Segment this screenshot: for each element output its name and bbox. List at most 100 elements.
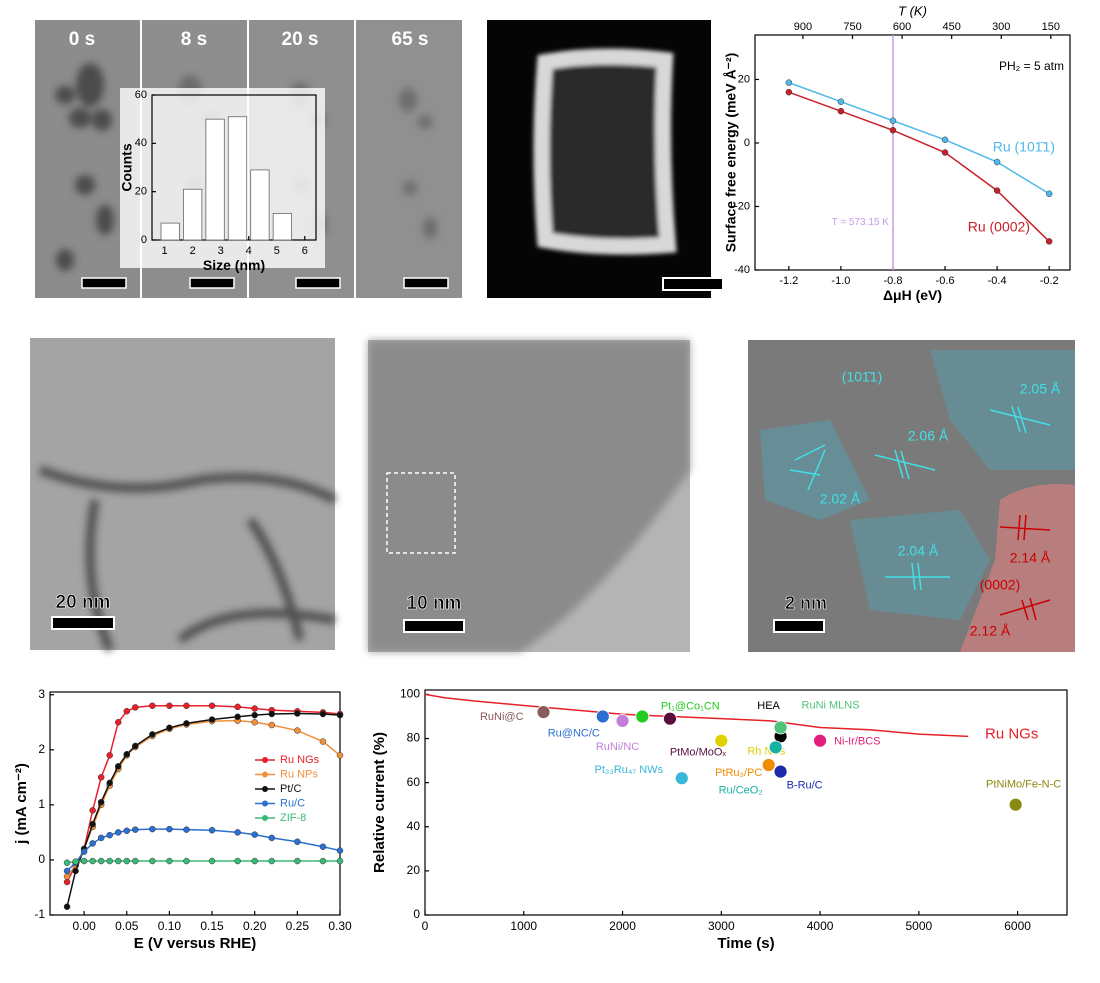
- bar: [250, 169, 270, 241]
- legend-label: ZIF-8: [280, 812, 306, 824]
- lattice-label: 2.14 Å: [1010, 550, 1051, 566]
- marker: [63, 859, 71, 866]
- series-label: Ru (0002): [968, 219, 1030, 235]
- x2-tick-label: 750: [843, 21, 861, 33]
- marker: [123, 827, 131, 835]
- point-label: Ni-Ir/BCS: [834, 736, 880, 748]
- point: [813, 733, 827, 748]
- point-label: RuNi MLNS: [802, 699, 860, 711]
- bar: [205, 118, 225, 241]
- x2-tick-label: 600: [893, 21, 911, 33]
- marker: [106, 752, 113, 759]
- marker: [837, 98, 845, 105]
- point-label: Pt₁@Co₁CN: [661, 700, 720, 712]
- legend-marker: [262, 800, 268, 807]
- point: [663, 711, 677, 726]
- x-tick-label: -0.4: [988, 275, 1007, 287]
- marker: [993, 187, 1001, 194]
- marker: [106, 779, 113, 787]
- time-label: 8 s: [181, 29, 207, 50]
- lattice-label: 2.02 Å: [820, 491, 861, 507]
- lattice-label: 2.12 Å: [970, 623, 1011, 639]
- marker: [80, 848, 88, 855]
- x-tick-label: 0.05: [115, 919, 139, 933]
- point-label: PtNiMo/Fe-N-C: [986, 779, 1061, 791]
- marker: [63, 867, 71, 875]
- marker: [837, 107, 845, 115]
- point-label: Ru/CeO₂: [719, 784, 763, 796]
- y-axis-label: j (mA cm⁻²): [13, 763, 30, 845]
- x-tick-label: 0.30: [328, 919, 352, 933]
- y-tick-label: -1: [34, 907, 45, 921]
- y-tick-label: -40: [734, 264, 750, 276]
- point-label: B-Ru/C: [787, 780, 823, 792]
- y-tick-label: 40: [407, 819, 421, 833]
- marker: [183, 857, 190, 865]
- x-axis-label: Size (nm): [203, 257, 265, 273]
- point: [536, 705, 551, 719]
- marker: [1045, 190, 1053, 198]
- point-label: Ru@NC/C: [548, 727, 600, 739]
- y-tick-label: 60: [135, 89, 147, 101]
- time-label: 65 s: [392, 29, 429, 50]
- x-tick-label: 2: [190, 245, 196, 257]
- nanoframe-image: [487, 20, 724, 298]
- time-label: 20 s: [282, 29, 319, 50]
- scale-bar-label: 2 nm: [785, 593, 827, 613]
- marker: [97, 857, 105, 865]
- point: [773, 764, 788, 779]
- lattice-label: 2.04 Å: [898, 543, 939, 559]
- x-tick-label: 5000: [905, 919, 932, 933]
- y-tick-label: 40: [135, 137, 147, 149]
- lattice-label: 2.06 Å: [908, 428, 949, 444]
- y-tick-label: 0: [141, 234, 147, 246]
- x-tick-label: 0.20: [243, 919, 267, 933]
- marker: [1045, 238, 1053, 245]
- marker: [149, 857, 156, 865]
- marker: [319, 738, 327, 745]
- marker: [63, 878, 71, 886]
- x-tick-label: 5: [274, 245, 280, 257]
- y-tick-label: 0: [744, 137, 750, 149]
- legend-marker: [262, 786, 268, 792]
- marker: [63, 873, 71, 880]
- y-tick-label: 0: [413, 907, 420, 921]
- legend-marker: [262, 771, 268, 778]
- marker: [889, 117, 897, 124]
- y-tick-label: 100: [400, 687, 420, 701]
- x-tick-label: 2000: [609, 919, 636, 933]
- y-tick-label: 0: [38, 852, 45, 866]
- x-tick-label: -1.2: [779, 275, 798, 287]
- marker: [785, 88, 793, 96]
- tem-low-mag: 20 nm: [30, 338, 338, 652]
- series-line: [788, 91, 1050, 242]
- x-tick-label: 6: [302, 245, 308, 257]
- scale-bar-label: 10 nm: [407, 593, 462, 614]
- marker: [89, 820, 96, 828]
- marker: [208, 702, 216, 710]
- marker: [132, 704, 139, 711]
- y-axis-label: Relative current (%): [371, 732, 388, 873]
- bar: [227, 116, 248, 241]
- point: [768, 740, 783, 755]
- marker: [123, 750, 131, 758]
- marker: [294, 838, 301, 846]
- x-tick-label: 4: [246, 245, 252, 257]
- x-tick-label: 3000: [708, 919, 735, 933]
- scale-bar-label: 20 nm: [56, 592, 111, 613]
- x-tick-label: -1.0: [831, 275, 850, 287]
- marker: [132, 742, 139, 750]
- marker: [166, 825, 173, 833]
- point: [635, 709, 650, 724]
- marker: [889, 127, 897, 134]
- legend-label: Ru/C: [280, 797, 305, 809]
- lattice-label: 2.05 Å: [1020, 381, 1061, 397]
- y-tick-label: 80: [407, 731, 421, 745]
- tem-mid-mag: 10 nm: [368, 340, 690, 652]
- marker: [123, 857, 131, 865]
- x-tick-label: -0.2: [1040, 275, 1059, 287]
- marker: [234, 703, 241, 711]
- marker: [251, 705, 258, 712]
- lattice-label: (101̄1): [842, 369, 882, 385]
